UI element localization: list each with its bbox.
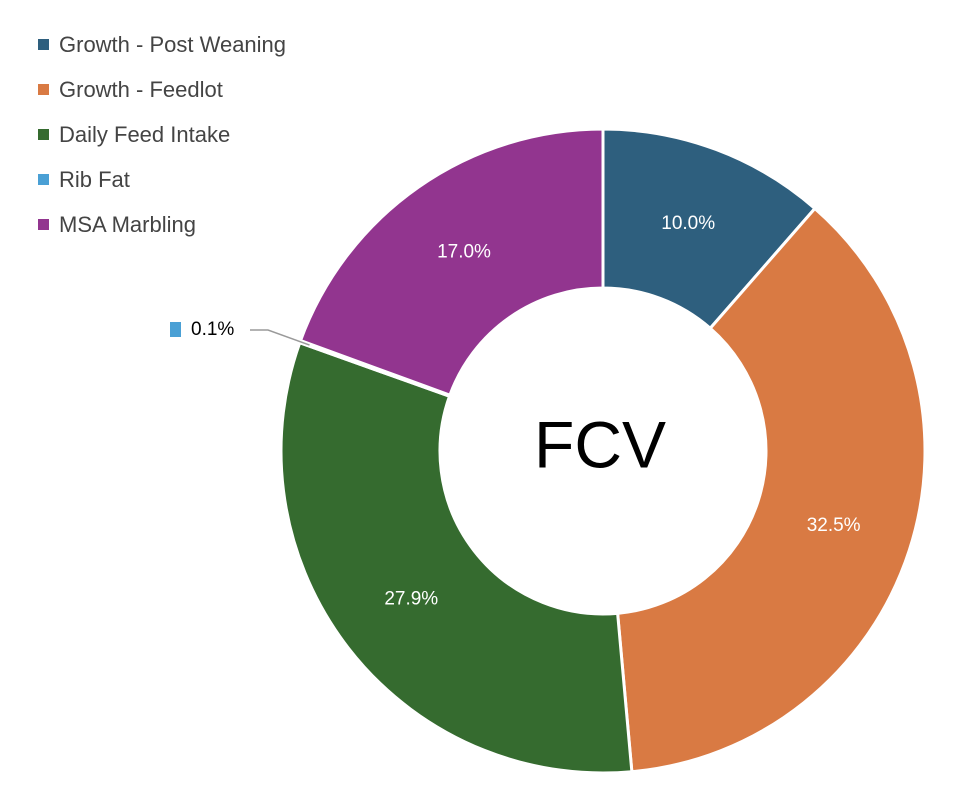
- legend-swatch: [38, 84, 49, 95]
- data-label: 10.0%: [661, 213, 715, 234]
- legend-label: Growth - Feedlot: [59, 76, 223, 102]
- donut-slice: [615, 206, 927, 774]
- legend-swatch: [38, 174, 49, 185]
- legend-label: MSA Marbling: [59, 211, 196, 237]
- data-label: 27.9%: [384, 588, 438, 609]
- chart-legend: Growth - Post Weaning Growth - Feedlot Dai…: [38, 22, 286, 247]
- data-label: 32.5%: [807, 515, 861, 536]
- legend-label: Rib Fat: [59, 166, 130, 192]
- data-label-swatch: [170, 322, 181, 337]
- center-label: FCV: [534, 407, 666, 481]
- legend-label: Growth - Post Weaning: [59, 31, 287, 57]
- donut-slice: [279, 340, 634, 775]
- leader-line: [250, 329, 310, 346]
- legend-item: Daily Feed Intake: [38, 112, 286, 157]
- legend-swatch: [38, 219, 49, 230]
- data-label: 17.0%: [437, 241, 491, 262]
- legend-swatch: [38, 129, 49, 140]
- legend-swatch: [38, 39, 49, 50]
- legend-item: MSA Marbling: [38, 202, 286, 247]
- legend-item: Growth - Post Weaning: [38, 22, 286, 67]
- data-label: 0.1%: [191, 319, 234, 340]
- donut-slice: [298, 127, 605, 398]
- legend-label: Daily Feed Intake: [59, 121, 231, 147]
- legend-item: Rib Fat: [38, 157, 286, 202]
- legend-item: Growth - Feedlot: [38, 67, 286, 112]
